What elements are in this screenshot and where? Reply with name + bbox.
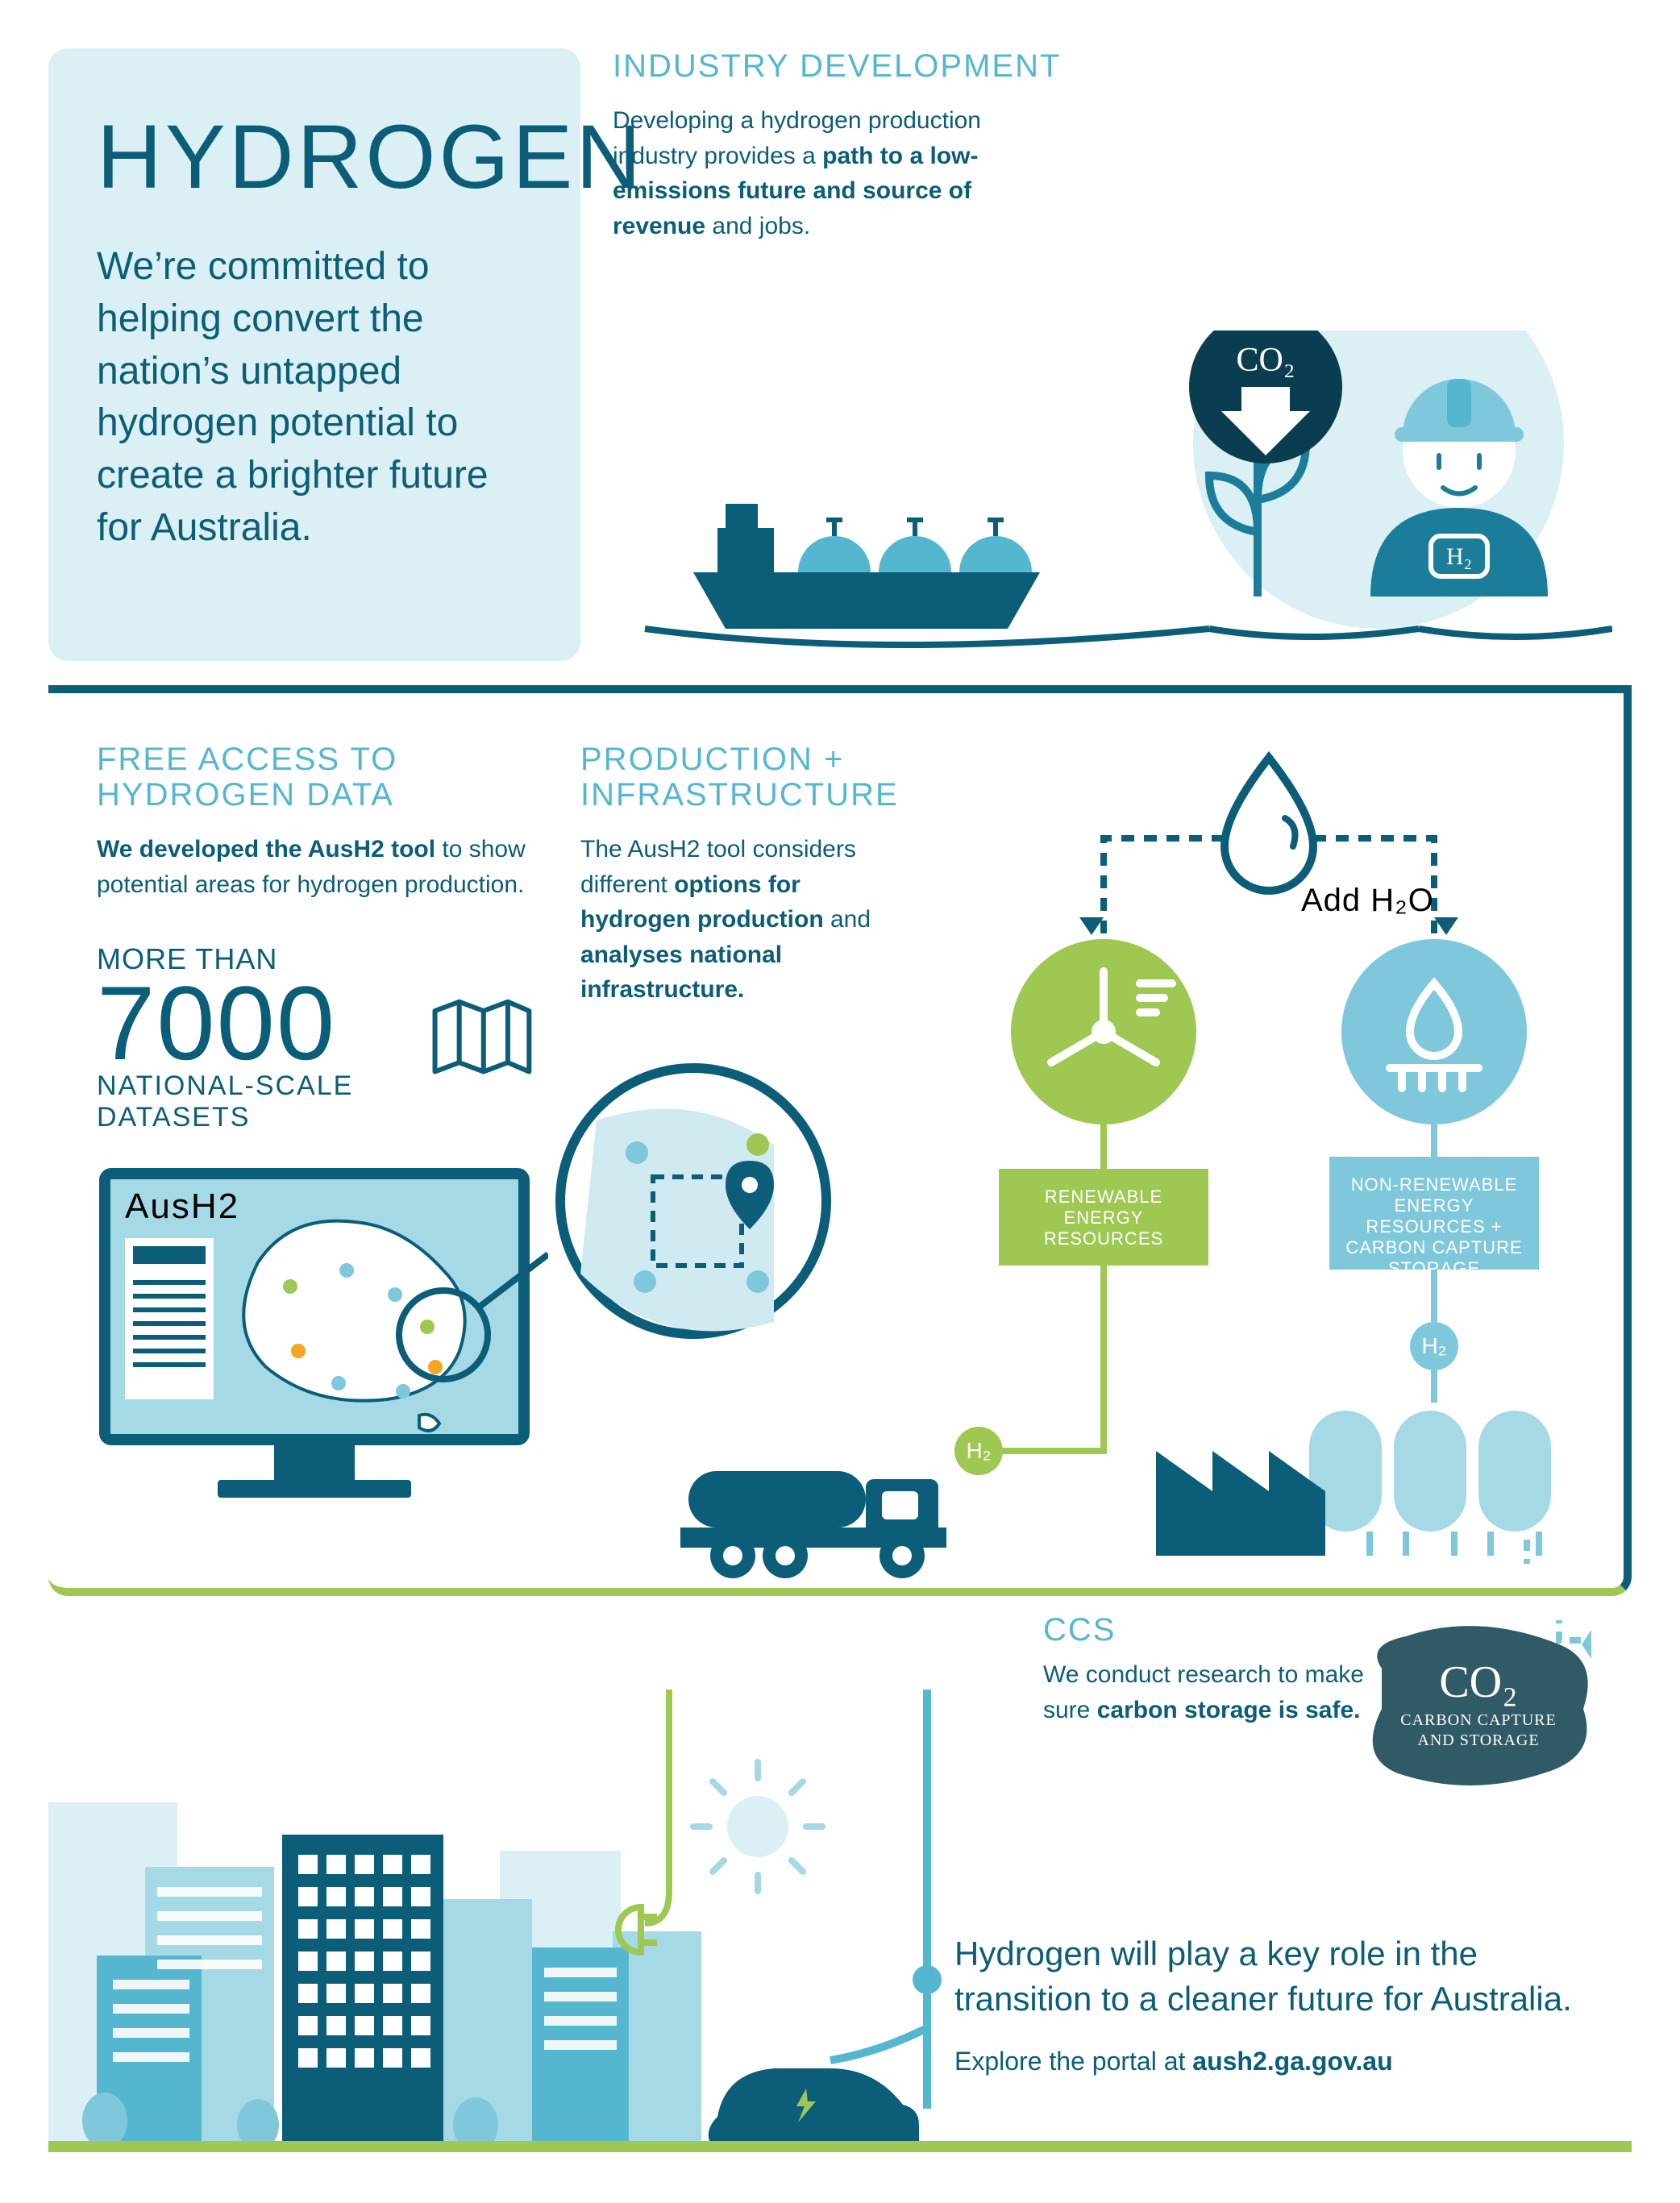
page-title: HYDROGEN [97, 105, 532, 209]
factory-icon [1156, 1451, 1325, 1556]
bottom-section: CCS We conduct research to make sure car… [48, 1604, 1632, 2152]
wind-turbine-icon [1011, 939, 1196, 1124]
industry-block: INDUSTRY DEVELOPMENT Developing a hydrog… [613, 48, 1632, 661]
ccs-body-bold: carbon storage is safe. [1097, 1697, 1361, 1723]
industry-body: Developing a hydrogen production industr… [613, 103, 1032, 243]
green-power-line [645, 1690, 669, 1923]
ccs-heading: CCS [1043, 1612, 1382, 1648]
stat-number: 7000 [97, 976, 413, 1070]
tanker-truck-icon [656, 1423, 963, 1584]
water-drop-icon [1225, 758, 1313, 891]
ccs-badge-icon: CO₂ CARBON CAPTURE AND STORAGE [1358, 1620, 1599, 1798]
closing-statement: Hydrogen will play a key role in the tra… [954, 1931, 1599, 2022]
industry-illustration: CO₂ H₂ [597, 330, 1612, 669]
add-h2o-label: Add H₂O [1301, 883, 1434, 918]
aush2-monitor: AusH2 [97, 1166, 532, 1516]
city-skyline-icon [48, 1690, 975, 2141]
stat-label: NATIONAL-SCALE DATASETS [97, 1070, 413, 1133]
production-heading: PRODUCTION + INFRASTRUCTURE [580, 742, 906, 813]
data-access-body: We developed the AusH2 tool to show pote… [97, 832, 532, 902]
flame-burner-icon [1341, 939, 1527, 1124]
svg-text:CARBON CAPTURE: CARBON CAPTURE [1400, 1711, 1556, 1729]
portal-url: aush2.ga.gov.au [1192, 2047, 1392, 2076]
closing-block: Hydrogen will play a key role in the tra… [954, 1931, 1599, 2076]
production-body-b2: analyses national infrastructure. [580, 941, 782, 1004]
top-section: HYDROGEN We’re committed to helping conv… [48, 48, 1632, 661]
h2-badge-blue: H₂ [1410, 1322, 1458, 1370]
hero-panel: HYDROGEN We’re committed to helping conv… [48, 48, 580, 661]
dataset-stat: MORE THAN 7000 NATIONAL-SCALE DATASETS [97, 942, 532, 1133]
flow-diagram: Add H₂O [954, 742, 1583, 1568]
closing-cta: Explore the portal at aush2.ga.gov.au [954, 2047, 1599, 2076]
folded-map-icon [429, 978, 532, 1099]
map-zoom-icon [548, 1056, 838, 1346]
co2-label: CO₂ [1237, 342, 1295, 379]
charging-post [830, 1690, 942, 2109]
ccs-block: CCS We conduct research to make sure car… [1043, 1612, 1382, 1727]
data-access-body-bold: We developed the AusH2 tool [97, 836, 435, 862]
renewable-box: RENEWABLE ENERGY RESOURCES [999, 1169, 1208, 1266]
storage-silos-icon [1309, 1411, 1551, 1556]
production-body: The AusH2 tool considers different optio… [580, 832, 906, 1008]
production-body-mid: and [824, 906, 871, 933]
industry-body-suffix: and jobs. [705, 213, 810, 239]
aush2-label: AusH2 [125, 1187, 239, 1226]
ccs-badge-co2: CO₂ [1439, 1657, 1517, 1707]
hero-subtitle: We’re committed to helping convert the n… [97, 241, 532, 555]
data-access-heading: FREE ACCESS TO HYDROGEN DATA [97, 742, 532, 813]
ccs-body: We conduct research to make sure carbon … [1043, 1657, 1382, 1727]
nonrenewable-box: NON-RENEWABLE ENERGY RESOURCES + CARBON … [1329, 1157, 1539, 1270]
closing-cta-pre: Explore the portal at [954, 2047, 1192, 2076]
worker-h2-badge: H₂ [1446, 543, 1472, 570]
sun-icon [693, 1762, 822, 1891]
industry-heading: INDUSTRY DEVELOPMENT [613, 48, 1632, 84]
ev-car-icon [709, 2068, 919, 2141]
data-access-block: FREE ACCESS TO HYDROGEN DATA We develope… [97, 742, 532, 1568]
mid-frame: FREE ACCESS TO HYDROGEN DATA We develope… [48, 685, 1632, 1596]
svg-text:AND STORAGE: AND STORAGE [1417, 1731, 1539, 1749]
